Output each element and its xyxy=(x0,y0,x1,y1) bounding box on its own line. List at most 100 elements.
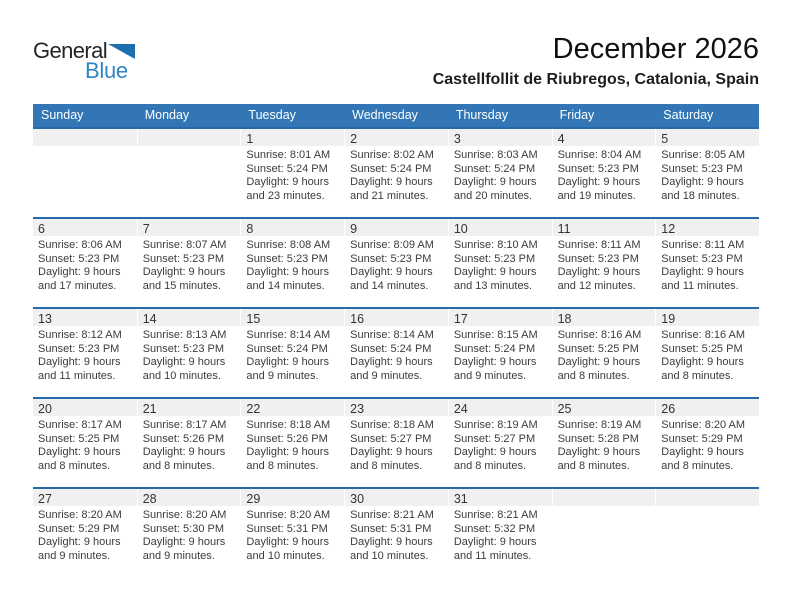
day-info-line: Sunset: 5:31 PM xyxy=(246,522,328,535)
day-info-line: Sunset: 5:25 PM xyxy=(557,342,639,355)
day-number-band: 7 xyxy=(137,219,241,236)
day-info-line: Daylight: 9 hours xyxy=(38,266,121,279)
day-info-line: Sunrise: 8:08 AM xyxy=(246,239,331,251)
day-info-line: and 19 minutes. xyxy=(557,189,636,202)
calendar-body: 1 Sunrise: 8:01 AM Sunset: 5:24 PM Daylight… xyxy=(33,127,759,577)
day-number: 11 xyxy=(557,222,571,236)
week-row: 1 Sunrise: 8:01 AM Sunset: 5:24 PM Daylight… xyxy=(33,127,759,217)
day-info-line: Daylight: 9 hours xyxy=(350,176,433,189)
day-info-line: Sunrise: 8:06 AM xyxy=(38,239,122,251)
day-info-line: Sunrise: 8:11 AM xyxy=(557,239,641,251)
day-cell: 20 Sunrise: 8:17 AM Sunset: 5:25 PM Dayligh… xyxy=(33,399,137,487)
day-info-line: Sunrise: 8:20 AM xyxy=(142,509,227,521)
day-info-line: Sunrise: 8:20 AM xyxy=(661,419,746,431)
day-number: 15 xyxy=(246,312,261,326)
day-number-band: 10 xyxy=(448,219,552,236)
day-number-band: 4 xyxy=(552,129,656,146)
day-number-band: 6 xyxy=(33,219,137,236)
day-info-line: and 8 minutes. xyxy=(557,459,630,472)
day-info-line: and 8 minutes. xyxy=(38,459,111,472)
day-info-line: Daylight: 9 hours xyxy=(142,266,226,279)
day-info-line: and 8 minutes. xyxy=(142,459,215,472)
day-cell: 18 Sunrise: 8:16 AM Sunset: 5:25 PM Dayligh… xyxy=(551,309,656,397)
day-number: 25 xyxy=(557,402,572,416)
day-number: 30 xyxy=(350,492,365,506)
day-cell: 23 Sunrise: 8:18 AM Sunset: 5:27 PM Dayligh… xyxy=(344,399,448,487)
day-info-line: Sunrise: 8:09 AM xyxy=(350,239,434,251)
logo-top-row: General xyxy=(33,38,153,63)
weekday-header: Tuesday xyxy=(248,108,296,122)
day-info-line: and 13 minutes. xyxy=(453,279,533,292)
day-number: 26 xyxy=(661,402,676,416)
day-info-line: Daylight: 9 hours xyxy=(350,446,433,459)
day-number: 20 xyxy=(38,402,52,416)
day-number-band: 14 xyxy=(137,309,241,326)
day-number-band: 31 xyxy=(448,489,552,506)
day-info-line: Sunset: 5:23 PM xyxy=(661,162,743,175)
day-cell: 27 Sunrise: 8:20 AM Sunset: 5:29 PM Dayligh… xyxy=(33,489,137,577)
day-number: 1 xyxy=(246,132,254,146)
day-info-line: Sunset: 5:27 PM xyxy=(453,432,536,445)
day-number: 7 xyxy=(142,222,150,236)
day-info-line: Daylight: 9 hours xyxy=(246,446,329,459)
day-cell: 1 Sunrise: 8:01 AM Sunset: 5:24 PM Daylight… xyxy=(240,129,345,217)
day-number: 24 xyxy=(453,402,468,416)
day-number-band xyxy=(552,489,656,506)
day-cell: 19 Sunrise: 8:16 AM Sunset: 5:25 PM Dayligh… xyxy=(655,309,759,397)
day-info-line: Sunrise: 8:07 AM xyxy=(142,239,227,251)
day-number: 5 xyxy=(661,132,669,146)
logo-triangle-icon xyxy=(108,44,136,59)
weekday-header: Thursday xyxy=(455,108,508,122)
day-info-line: and 10 minutes. xyxy=(350,549,429,562)
day-number: 31 xyxy=(453,492,468,506)
day-info-line: and 10 minutes. xyxy=(142,369,221,382)
day-number: 18 xyxy=(557,312,572,326)
day-cell: 30 Sunrise: 8:21 AM Sunset: 5:31 PM Dayligh… xyxy=(344,489,448,577)
day-info-line: and 9 minutes. xyxy=(246,369,319,382)
day-info-line: Daylight: 9 hours xyxy=(453,266,537,279)
day-info-line: Sunrise: 8:19 AM xyxy=(557,419,642,431)
day-info-line: Daylight: 9 hours xyxy=(453,446,537,459)
day-cell: 2 Sunrise: 8:02 AM Sunset: 5:24 PM Daylight… xyxy=(344,129,448,217)
day-info-line: and 9 minutes. xyxy=(38,549,111,562)
day-info-line: Sunset: 5:23 PM xyxy=(350,252,432,265)
day-cell: 17 Sunrise: 8:15 AM Sunset: 5:24 PM Dayligh… xyxy=(447,309,552,397)
day-info-line: and 8 minutes. xyxy=(557,369,630,382)
day-info-line: Sunrise: 8:05 AM xyxy=(661,149,746,161)
day-info-line: Daylight: 9 hours xyxy=(350,266,433,279)
day-number: 9 xyxy=(350,222,358,236)
day-number-band: 13 xyxy=(33,309,137,326)
day-cell: 14 Sunrise: 8:13 AM Sunset: 5:23 PM Dayligh… xyxy=(136,309,241,397)
day-number-band: 30 xyxy=(345,489,448,506)
day-info-line: Sunset: 5:23 PM xyxy=(661,252,743,265)
day-number: 22 xyxy=(246,402,261,416)
week-row: 13 Sunrise: 8:12 AM Sunset: 5:23 PM Dayligh… xyxy=(33,307,759,397)
day-number-band: 3 xyxy=(448,129,552,146)
day-info-line: Sunset: 5:24 PM xyxy=(246,342,328,355)
day-info-line: Daylight: 9 hours xyxy=(661,176,744,189)
logo-text-general: General xyxy=(33,38,108,63)
day-info-line: Daylight: 9 hours xyxy=(350,536,433,549)
day-number: 6 xyxy=(38,222,45,236)
day-number-band: 12 xyxy=(656,219,759,236)
page-title: December 2026 xyxy=(552,33,759,65)
day-info-line: Daylight: 9 hours xyxy=(246,176,329,189)
day-cell: 12 Sunrise: 8:11 AM Sunset: 5:23 PM Dayligh… xyxy=(655,219,759,307)
day-number: 12 xyxy=(661,222,676,236)
day-number-band xyxy=(33,129,137,146)
day-number-band: 26 xyxy=(656,399,759,416)
day-info-line: and 8 minutes. xyxy=(661,459,734,472)
day-info-line: and 21 minutes. xyxy=(350,189,429,202)
day-cell: 6 Sunrise: 8:06 AM Sunset: 5:23 PM Daylight… xyxy=(33,219,137,307)
day-info-line: Sunrise: 8:21 AM xyxy=(350,509,434,521)
day-info-line: Sunrise: 8:04 AM xyxy=(557,149,642,161)
day-info-line: and 14 minutes. xyxy=(246,279,325,292)
day-info-line: Sunset: 5:28 PM xyxy=(557,432,639,445)
day-info-line: Sunset: 5:23 PM xyxy=(557,162,639,175)
day-info-line: Sunrise: 8:12 AM xyxy=(38,329,122,341)
day-info-line: Daylight: 9 hours xyxy=(38,446,121,459)
day-info-line: and 9 minutes. xyxy=(350,369,423,382)
day-number-band: 27 xyxy=(33,489,137,506)
day-info-line: Daylight: 9 hours xyxy=(453,176,537,189)
weekday-header-row: Sunday Monday Tuesday Wednesday Thursday Frid… xyxy=(33,104,759,127)
